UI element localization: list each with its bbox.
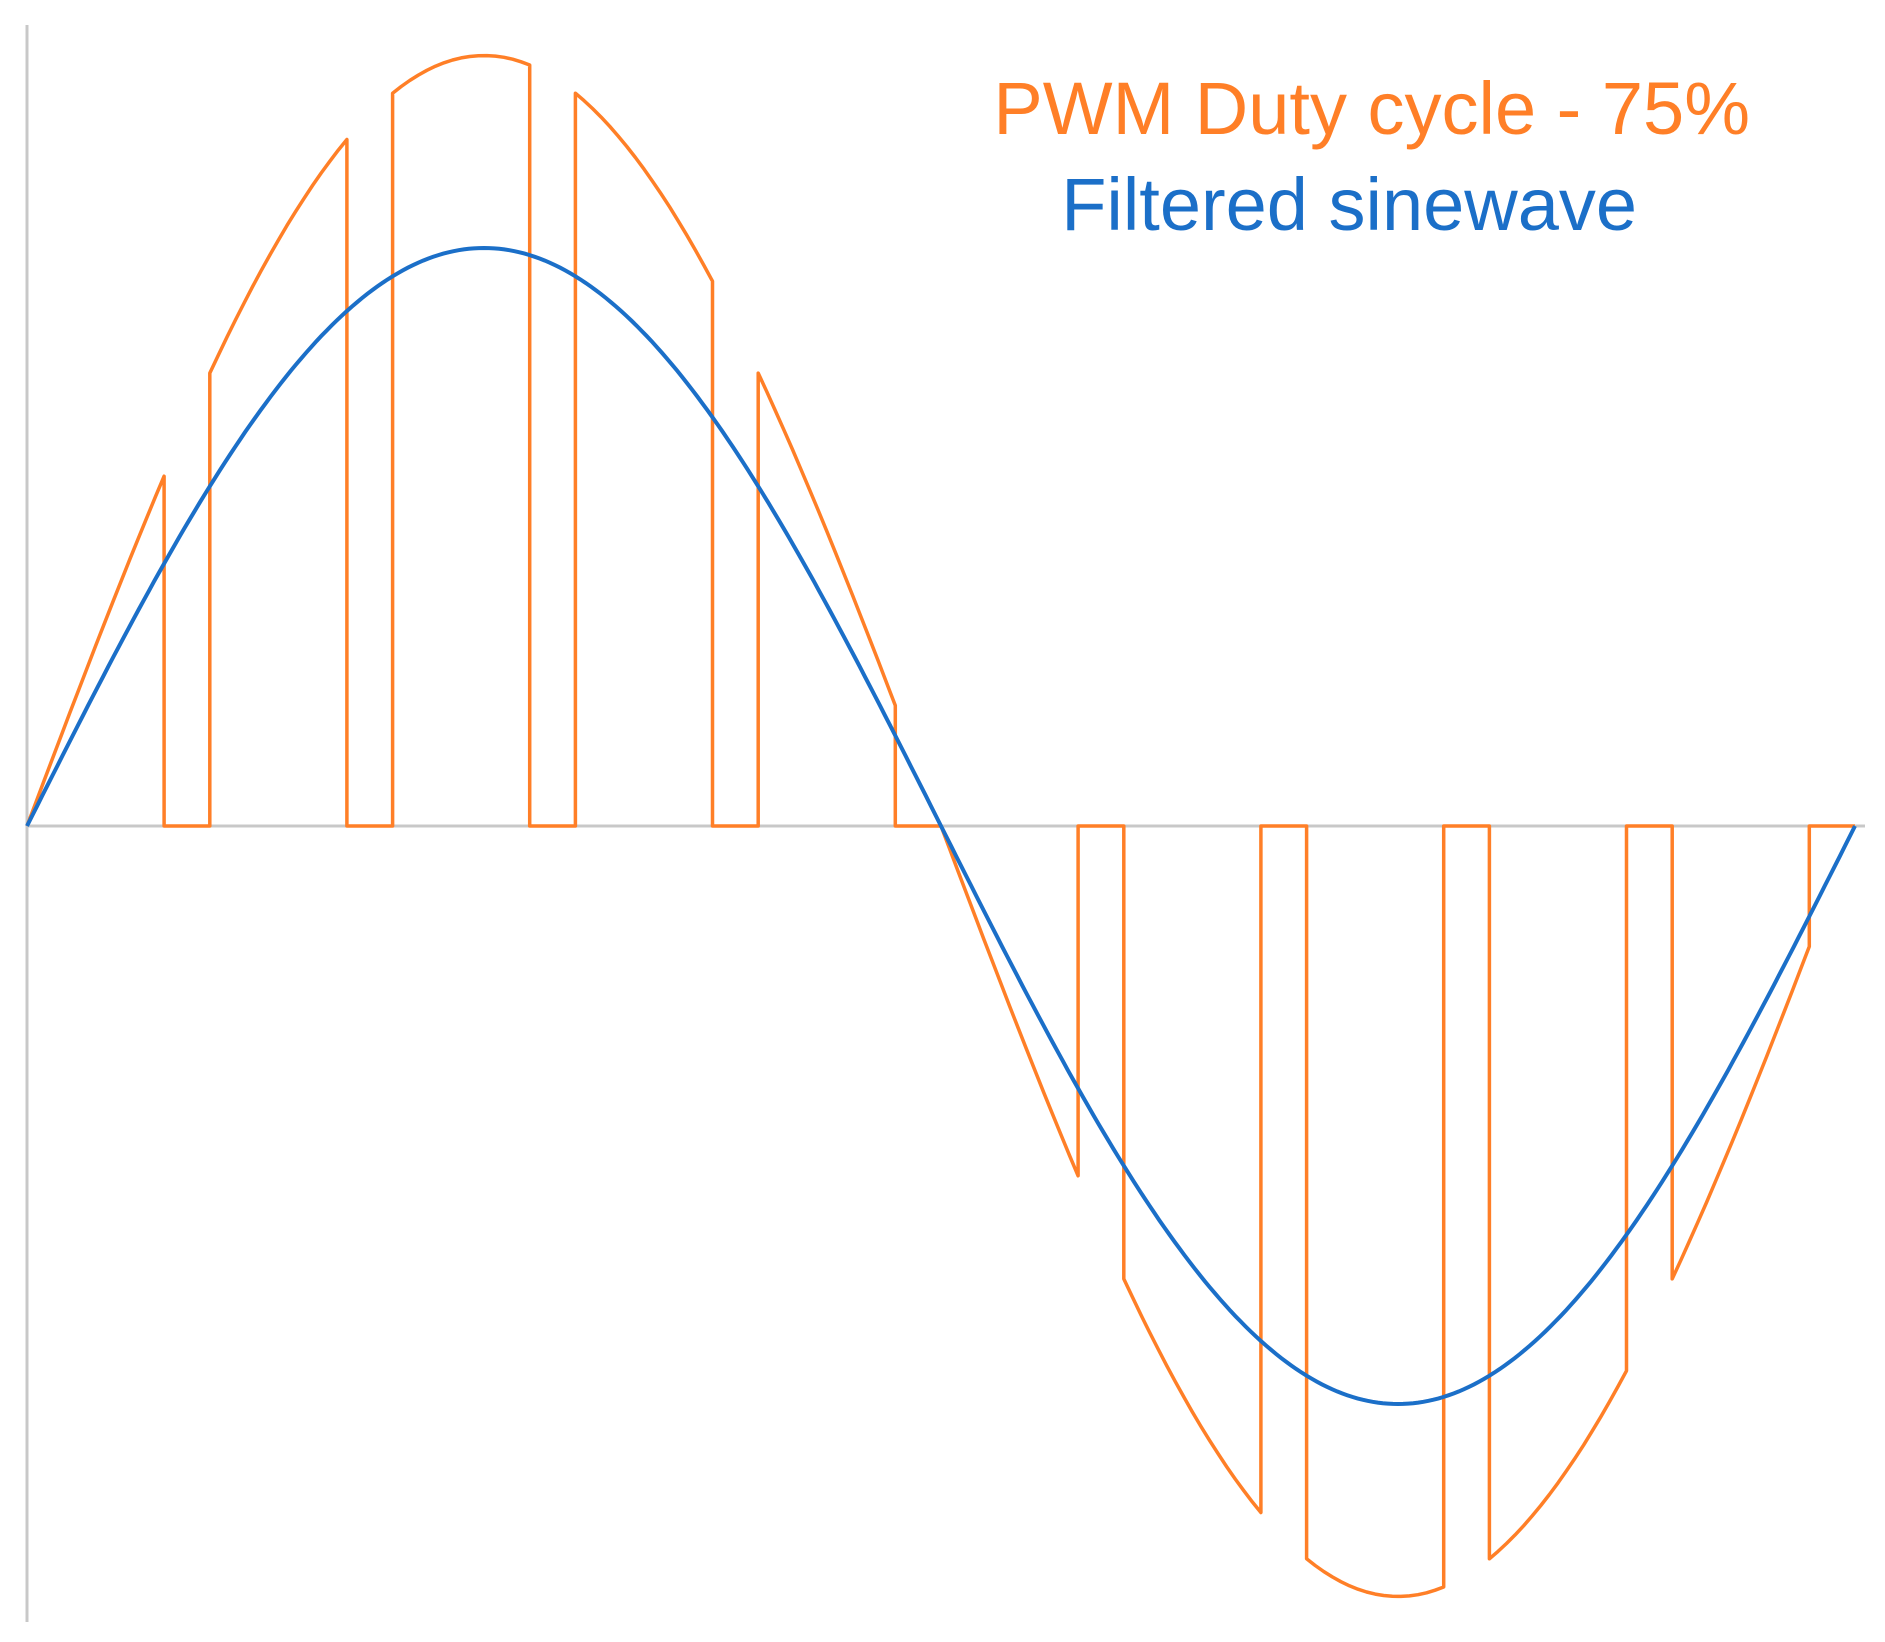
chart-legend: PWM Duty cycle - 75% Filtered sinewave [993,67,1750,246]
legend-label-sine: Filtered sinewave [1061,163,1637,246]
chart-axes [25,25,1865,1622]
series-line-sine [25,245,1857,1407]
legend-label-pwm: PWM Duty cycle - 75% [993,67,1750,150]
series-layer [25,53,1857,1599]
